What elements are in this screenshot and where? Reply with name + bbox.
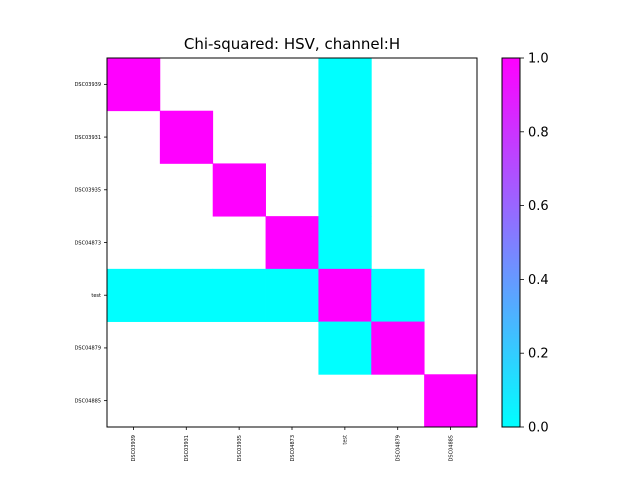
colorbar-tick-label: 0.0 bbox=[528, 421, 549, 436]
colorbar bbox=[501, 57, 521, 428]
x-tick-label: DSC04879 bbox=[396, 435, 402, 461]
x-tick-label: DSC03931 bbox=[184, 435, 190, 461]
heatmap-cell bbox=[107, 58, 161, 112]
colorbar-tick-label: 0.6 bbox=[528, 199, 549, 214]
heatmap-cell bbox=[318, 110, 372, 164]
heatmap-cell bbox=[159, 268, 214, 322]
heatmap-cell bbox=[212, 163, 266, 217]
heatmap-cell bbox=[371, 321, 425, 375]
heatmap-cell bbox=[318, 216, 372, 270]
heatmap-cells bbox=[107, 58, 478, 428]
heatmap-cell bbox=[318, 163, 372, 217]
heatmap-cell bbox=[318, 268, 372, 322]
x-tick-label: DSC03935 bbox=[237, 435, 243, 461]
heatmap-cell bbox=[159, 110, 214, 164]
colorbar-tick-label: 0.4 bbox=[528, 273, 549, 288]
y-tick-label: DSC03935 bbox=[75, 188, 101, 194]
y-axis: DSC03939 DSC03931 DSC03935 DSC04873 test DSC0… bbox=[75, 82, 107, 404]
heatmap-cell bbox=[424, 374, 478, 428]
y-tick-label: DSC03931 bbox=[75, 135, 101, 141]
chart-title: Chi-squared: HSV, channel:H bbox=[184, 35, 400, 53]
x-tick-label: test bbox=[343, 435, 349, 445]
heatmap-cell bbox=[265, 268, 319, 322]
heatmap-cell bbox=[371, 268, 425, 322]
colorbar-tick-label: 0.2 bbox=[528, 347, 549, 362]
x-tick-label: DSC04873 bbox=[290, 435, 296, 461]
y-tick-label: DSC04885 bbox=[75, 398, 101, 404]
x-tick-label: DSC03939 bbox=[131, 435, 137, 461]
y-tick-label: DSC04873 bbox=[75, 240, 101, 246]
colorbar-tick-label: 1.0 bbox=[528, 52, 549, 67]
colorbar-axis: 0.0 0.2 0.4 0.6 0.8 1.0 bbox=[520, 52, 549, 436]
x-axis: DSC03939 DSC03931 DSC03935 DSC04873 test DSC0… bbox=[131, 427, 454, 461]
heatmap-cell bbox=[212, 268, 266, 322]
y-tick-label: test bbox=[91, 293, 101, 299]
heatmap-cell bbox=[265, 216, 319, 270]
x-tick-label: DSC04885 bbox=[448, 435, 454, 461]
colorbar-tick-label: 0.8 bbox=[528, 125, 549, 140]
y-tick-label: DSC04879 bbox=[75, 346, 101, 352]
y-tick-label: DSC03939 bbox=[75, 82, 101, 88]
heatmap-cell bbox=[318, 321, 372, 375]
heatmap-cell bbox=[107, 268, 161, 322]
heatmap-cell bbox=[318, 58, 372, 112]
